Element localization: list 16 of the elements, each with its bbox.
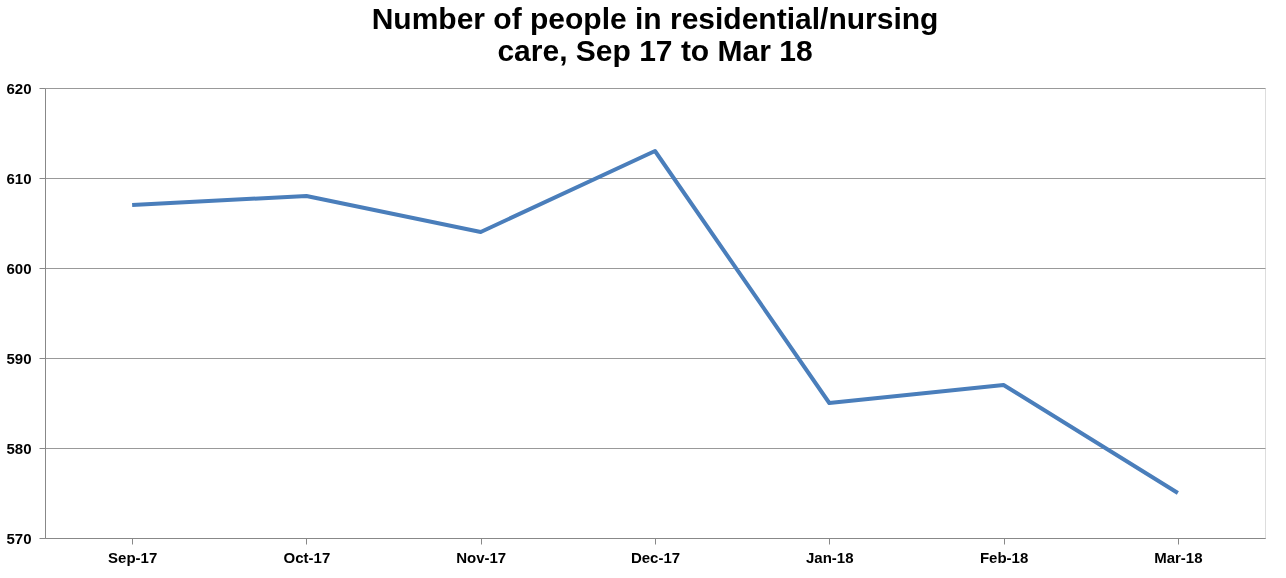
x-tick-label: Oct-17 [283, 548, 331, 566]
y-tick-label: 600 [6, 259, 32, 277]
x-tick-label: Feb-18 [979, 548, 1029, 566]
x-tick-label: Jan-18 [806, 548, 854, 566]
x-tick-label: Mar-18 [1154, 548, 1203, 566]
y-tick-label: 620 [6, 79, 32, 97]
y-tick-label: 590 [6, 349, 32, 367]
x-tick-label: Sep-17 [108, 548, 158, 566]
x-tick-label: Dec-17 [630, 548, 681, 566]
text: Number of people in residential/nursing [371, 2, 939, 35]
y-tick-label: 570 [6, 529, 32, 547]
y-tick-label: 610 [6, 169, 32, 187]
y-tick-label: 580 [6, 439, 32, 457]
line-series [130, 149, 1180, 495]
x-tick-label: Nov-17 [456, 548, 507, 566]
text: care, Sep 17 to Mar 18 [497, 34, 813, 67]
